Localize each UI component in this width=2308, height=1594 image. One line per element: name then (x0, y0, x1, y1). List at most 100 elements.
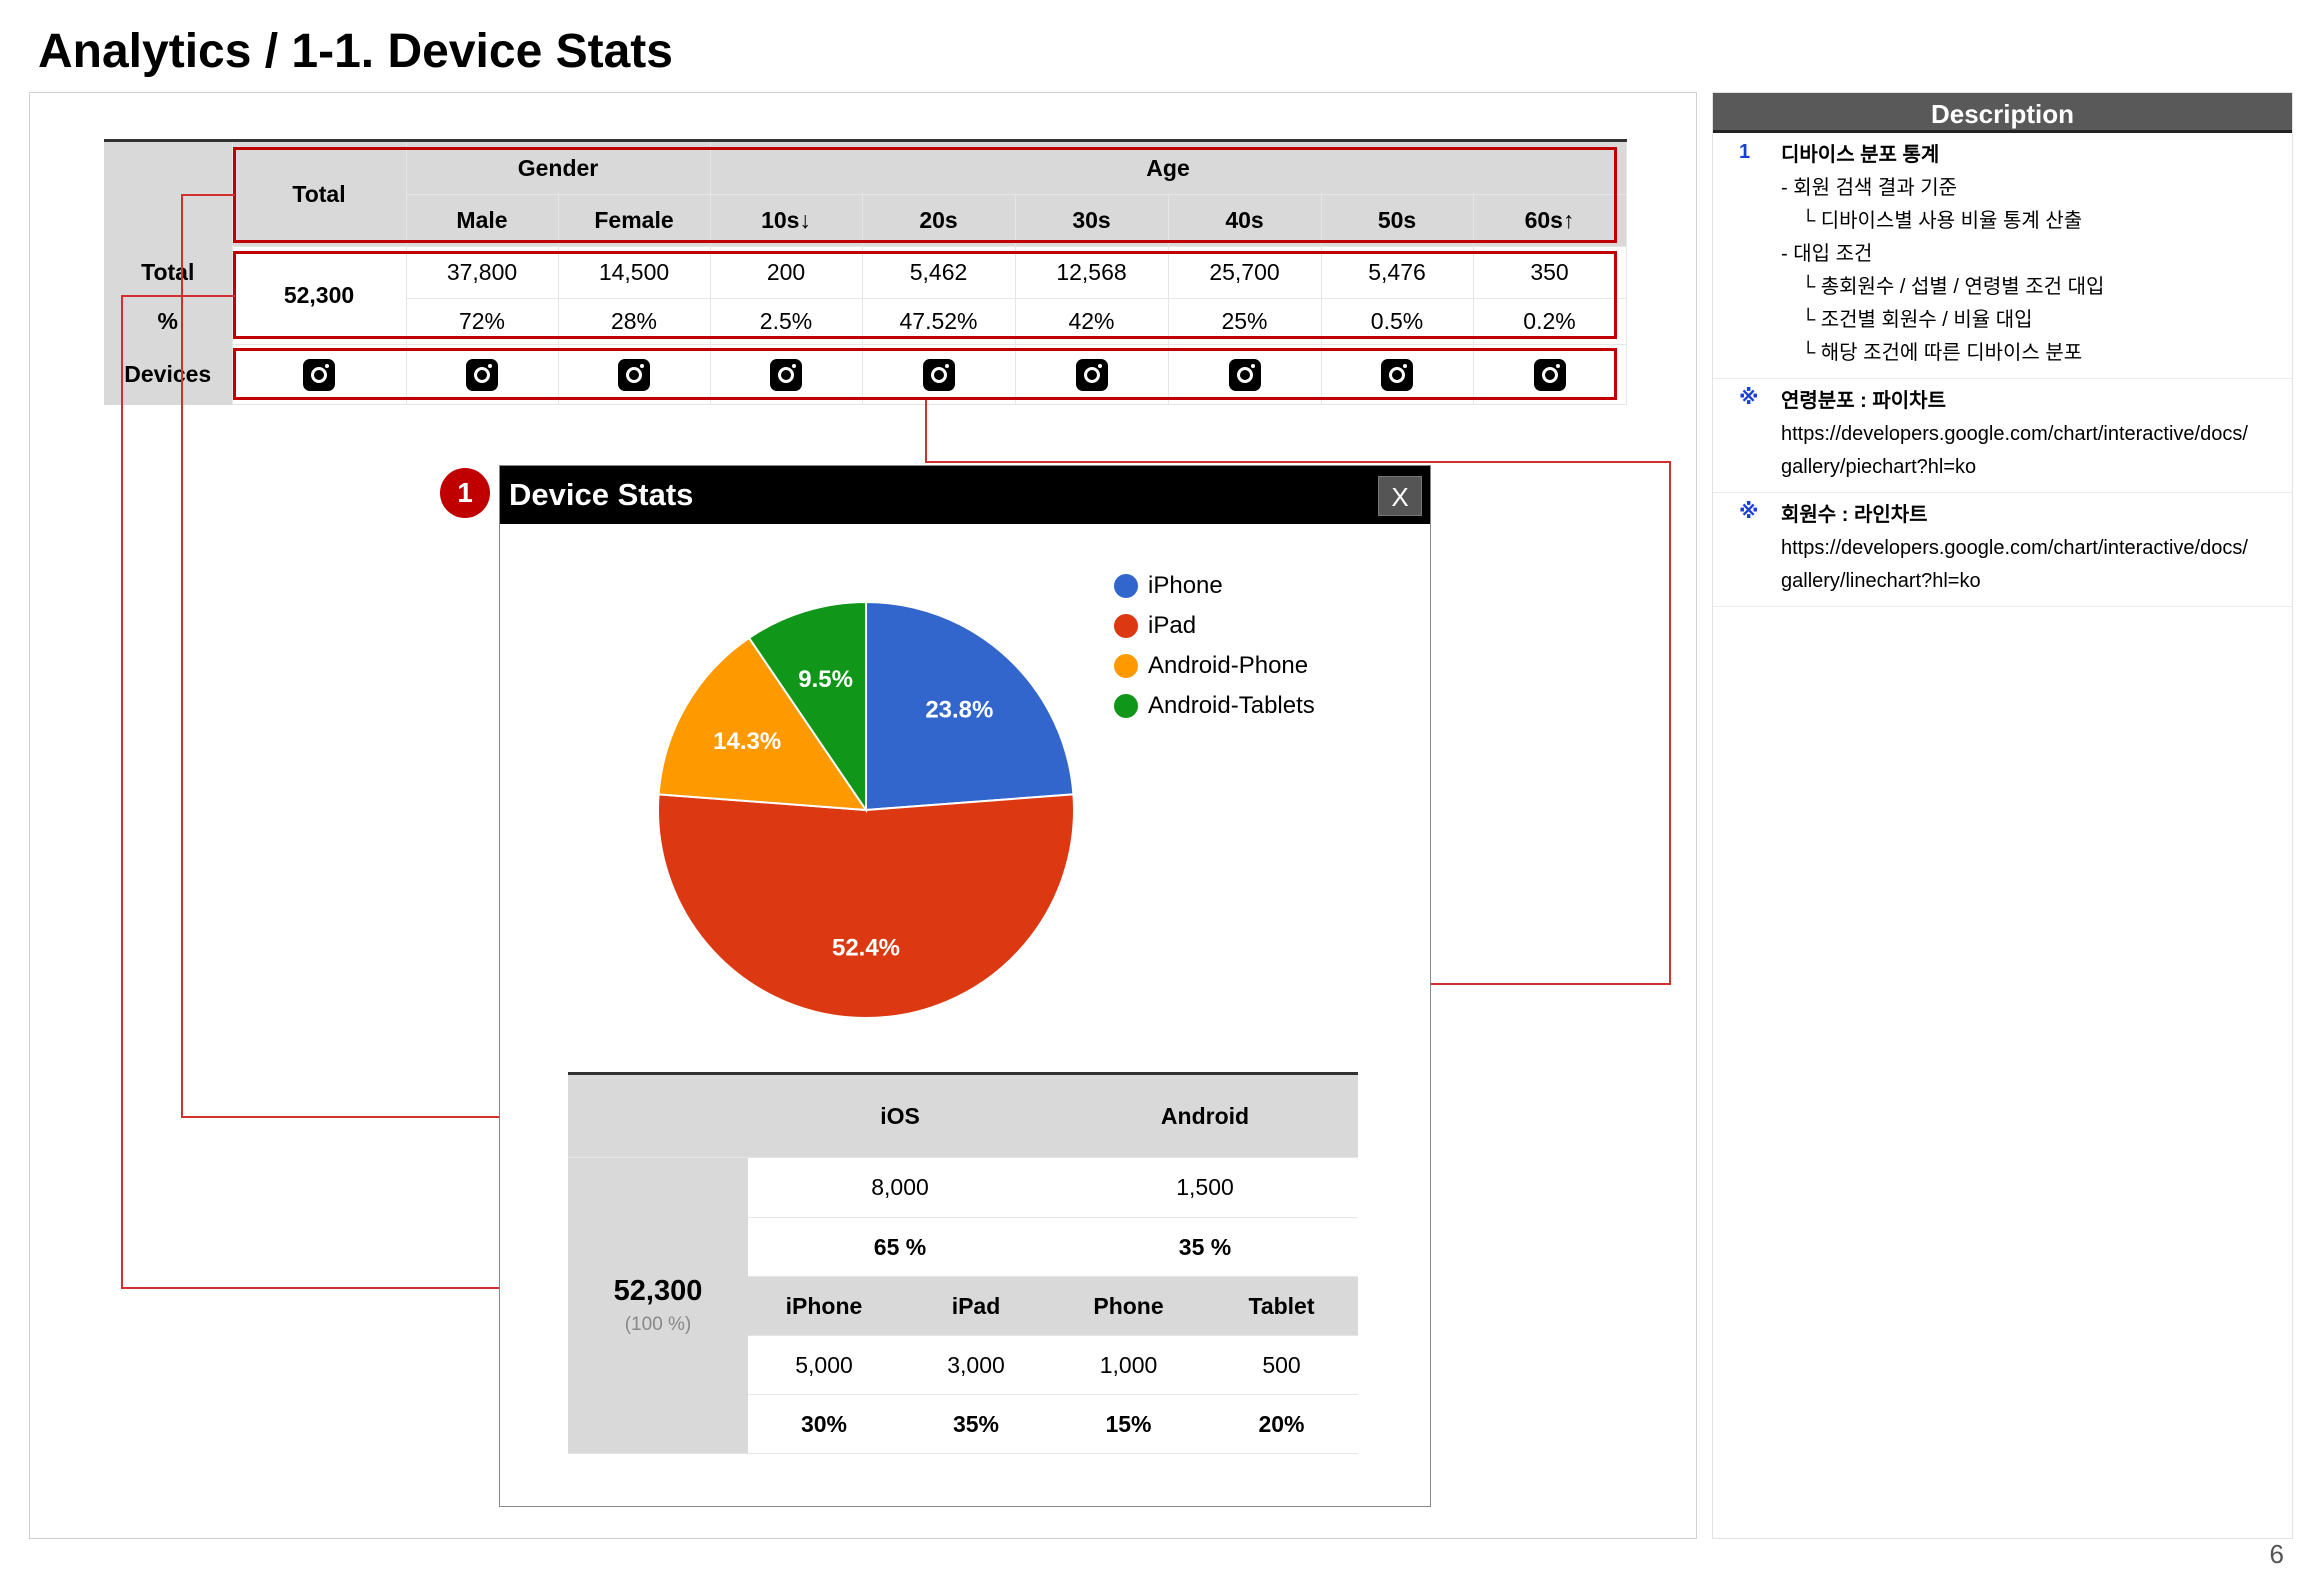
connector-line (181, 1116, 589, 1118)
legend-swatch (1114, 654, 1138, 678)
camera-icon[interactable] (1228, 358, 1261, 391)
camera-icon[interactable] (922, 358, 955, 391)
device-cell[interactable] (231, 344, 407, 405)
legend-label: Android-Phone (1148, 652, 1309, 679)
grand-total: 52,300 (231, 246, 407, 345)
description-line: └ 디바이스별 사용 비율 통계 산출 (1801, 210, 2083, 232)
description-mark: ※ (1739, 387, 1759, 409)
device-cell[interactable] (1014, 344, 1169, 405)
connector-line (925, 400, 927, 462)
row-label-percent: % (104, 298, 232, 345)
legend-item: iPhone (1114, 566, 1315, 606)
modal-header: Device Stats X (500, 466, 1430, 524)
column-header: Male (405, 194, 559, 247)
camera-icon[interactable] (618, 358, 650, 391)
camera-icon[interactable] (1381, 358, 1413, 391)
connector-line (925, 461, 1670, 463)
description-line: - 대입 조건 (1781, 243, 1873, 265)
pie-slice-ipad[interactable] (657, 793, 1075, 1019)
os-header-ios: iOS (748, 1072, 1052, 1158)
legend-item: Android-Phone (1114, 646, 1315, 686)
connector-line (121, 295, 235, 297)
description-line: - 회원 검색 결과 기준 (1781, 177, 1958, 199)
pie-slice-label: 14.3% (713, 728, 781, 755)
os-count: 1,500 (1052, 1157, 1358, 1218)
device-table-corner (568, 1072, 748, 1158)
connector-line (181, 194, 235, 196)
device-cell[interactable] (861, 344, 1016, 405)
pie-slice-label: 23.8% (925, 696, 993, 723)
device-table: iOS Android 52,300 (100 %) 8,000 1,500 6… (568, 1072, 1358, 1454)
device-percent: 15% (1052, 1394, 1205, 1454)
connector-line (121, 295, 123, 1289)
total-cell: 5,476 (1320, 246, 1474, 299)
device-header: Tablet (1205, 1276, 1358, 1336)
pie-slice-label: 9.5% (798, 666, 853, 693)
total-cell: 14,500 (557, 246, 711, 299)
highlight-header (233, 147, 1617, 243)
device-cell[interactable] (709, 344, 863, 405)
column-header: Female (557, 194, 711, 247)
description-link[interactable]: https://developers.google.com/chart/inte… (1781, 537, 2248, 559)
os-header-android: Android (1052, 1072, 1358, 1158)
legend-swatch (1114, 614, 1138, 638)
device-header: Phone (1052, 1276, 1205, 1336)
column-header: 20s (861, 194, 1016, 247)
description-block: ※ 연령분포 : 파이차트 https://developers.google.… (1713, 379, 2292, 493)
modal-title: Device Stats (509, 477, 694, 512)
device-cell[interactable] (405, 344, 559, 405)
highlight-devices (233, 348, 1617, 400)
description-link[interactable]: gallery/piechart?hl=ko (1781, 456, 1977, 478)
total-cell: 25,700 (1167, 246, 1322, 299)
device-count: 1,000 (1052, 1335, 1205, 1395)
pie-slice-android-phone[interactable] (657, 636, 868, 812)
camera-icon[interactable] (303, 358, 335, 391)
description-link[interactable]: gallery/linechart?hl=ko (1781, 570, 1981, 592)
description-line: 회원수 : 라인차트 (1781, 504, 1928, 526)
connector-line (1669, 461, 1671, 985)
device-percent: 30% (748, 1394, 900, 1454)
page-title: Analytics / 1-1. Device Stats (38, 25, 673, 78)
device-cell[interactable] (1472, 344, 1627, 405)
os-count: 8,000 (748, 1157, 1052, 1218)
device-count: 5,000 (748, 1335, 900, 1395)
legend-item: iPad (1114, 606, 1315, 646)
device-stats-modal: Device Stats X 23.8% 52.4% 14.3% 9.5% iPhon… (499, 465, 1431, 1507)
device-header: iPhone (748, 1276, 900, 1336)
corner-cell (104, 139, 232, 247)
pie-slice-iphone[interactable] (865, 600, 1075, 812)
description-line: 연령분포 : 파이차트 (1781, 390, 1946, 412)
legend-label: iPad (1148, 612, 1197, 639)
device-header: iPad (900, 1276, 1052, 1336)
description-link[interactable]: https://developers.google.com/chart/inte… (1781, 423, 2248, 445)
camera-icon[interactable] (770, 358, 802, 391)
device-total: 52,300 (613, 1275, 703, 1307)
os-percent: 65 % (748, 1217, 1052, 1277)
close-button[interactable]: X (1378, 476, 1422, 516)
description-mark: 1 (1739, 141, 1751, 163)
device-count: 3,000 (900, 1335, 1052, 1395)
connector-line (181, 194, 183, 1118)
camera-icon[interactable] (1533, 358, 1566, 391)
stats-table: Total Gender Age Male Female 10s↓ 20s 30… (104, 139, 1627, 405)
device-count: 500 (1205, 1335, 1358, 1395)
camera-icon[interactable] (466, 358, 498, 391)
device-cell[interactable] (557, 344, 711, 405)
pie-slice-android-tablets[interactable] (747, 600, 867, 814)
chart-legend: iPhone iPad Android-Phone Android-Tablets (1114, 566, 1315, 726)
device-total-percent: (100 %) (624, 1314, 692, 1335)
row-label-total: Total (104, 246, 232, 299)
connector-line (1431, 983, 1671, 985)
camera-icon[interactable] (1075, 358, 1108, 391)
page-number: 6 (2269, 1539, 2284, 1569)
total-cell: 37,800 (405, 246, 559, 299)
description-mark: ※ (1739, 501, 1759, 523)
device-percent: 35% (900, 1394, 1052, 1454)
device-cell[interactable] (1167, 344, 1322, 405)
description-line: └ 해당 조건에 따른 디바이스 분포 (1801, 342, 2083, 364)
description-line: └ 총회원수 / 섭별 / 연령별 조건 대입 (1801, 276, 2105, 298)
legend-swatch (1114, 574, 1138, 598)
description-block: 1 디바이스 분포 통계 - 회원 검색 결과 기준 └ 디바이스별 사용 비율… (1713, 133, 2292, 379)
device-cell[interactable] (1320, 344, 1474, 405)
device-percent: 20% (1205, 1394, 1358, 1454)
